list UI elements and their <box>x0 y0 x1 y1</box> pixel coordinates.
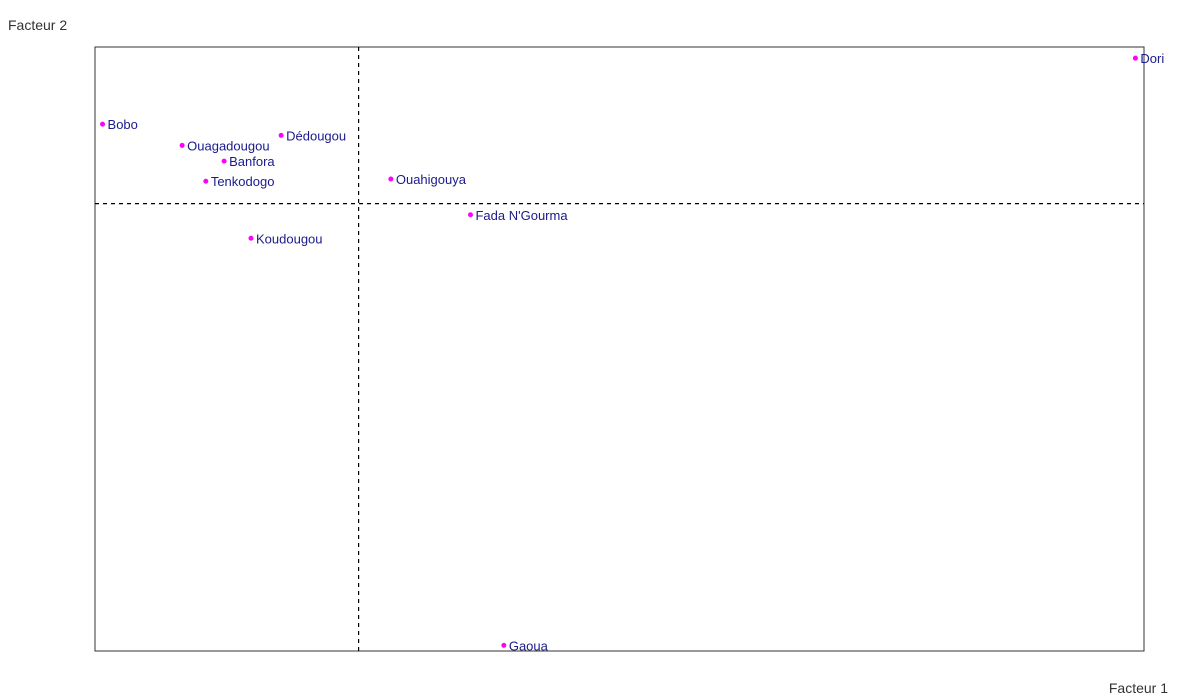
point-banfora <box>221 158 227 164</box>
point-tenkodogo <box>203 178 209 184</box>
point-label-koudougou: Koudougou <box>256 231 323 246</box>
point-label-ouahigouya: Ouahigouya <box>396 172 467 187</box>
point-label-bobo: Bobo <box>108 117 138 132</box>
point-label-dedougou: Dédougou <box>286 128 346 143</box>
point-label-ouagadougou: Ouagadougou <box>187 138 269 153</box>
point-dori <box>1132 55 1138 61</box>
point-label-tenkodogo: Tenkodogo <box>211 174 275 189</box>
x-axis-title: Facteur 1 <box>1109 680 1168 696</box>
point-koudougou <box>248 235 254 241</box>
point-label-gaoua: Gaoua <box>509 638 549 653</box>
point-bobo <box>100 121 106 127</box>
point-label-banfora: Banfora <box>229 154 275 169</box>
point-ouahigouya <box>388 176 394 182</box>
point-fada-n-gourma <box>467 212 473 218</box>
plot-frame <box>94 46 1145 652</box>
point-ouagadougou <box>179 142 185 148</box>
point-label-dori: Dori <box>1140 51 1164 66</box>
point-label-fada-n-gourma: Fada N'Gourma <box>475 208 568 223</box>
point-gaoua <box>501 642 507 648</box>
point-dedougou <box>278 132 284 138</box>
y-axis-title: Facteur 2 <box>8 17 67 33</box>
